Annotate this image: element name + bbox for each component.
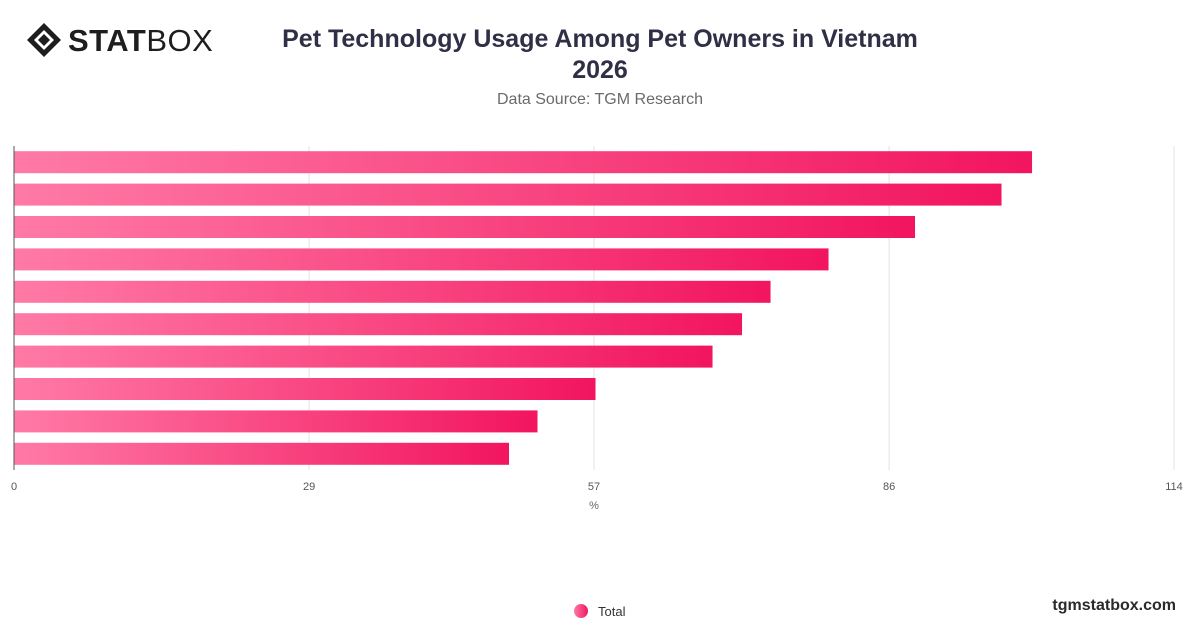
x-tick-label: 57 bbox=[588, 481, 600, 493]
statbox-logo: STATBOX bbox=[26, 22, 213, 58]
x-tick-label: 0 bbox=[11, 481, 17, 493]
logo-wordmark-bold: STAT bbox=[68, 22, 147, 58]
bar[interactable] bbox=[14, 151, 1033, 174]
bar[interactable] bbox=[14, 313, 743, 336]
bar[interactable] bbox=[14, 442, 510, 465]
legend[interactable]: Total bbox=[574, 603, 625, 619]
statbox-diamond-icon bbox=[27, 23, 61, 57]
bar[interactable] bbox=[14, 183, 1002, 206]
bar[interactable] bbox=[14, 280, 771, 303]
chart-subtitle: Data Source: TGM Research bbox=[496, 91, 703, 108]
x-tick-label: 29 bbox=[303, 481, 315, 493]
x-tick-label: 114 bbox=[1165, 481, 1183, 493]
chart-title-line1: Pet Technology Usage Among Pet Owners in… bbox=[282, 25, 918, 53]
bar[interactable] bbox=[14, 216, 916, 238]
bar[interactable] bbox=[14, 378, 596, 400]
x-tick-label: 86 bbox=[883, 481, 895, 493]
site-url: tgmstatbox.com bbox=[1052, 597, 1176, 614]
legend-swatch-total bbox=[574, 604, 588, 618]
legend-label-total: Total bbox=[598, 603, 626, 619]
chart-title-line2: 2026 bbox=[572, 56, 628, 84]
bar[interactable] bbox=[14, 248, 829, 271]
bar[interactable] bbox=[14, 410, 538, 433]
x-axis-label: % bbox=[589, 500, 599, 512]
chart-title: Pet Technology Usage Among Pet Owners in… bbox=[250, 24, 950, 86]
bar[interactable] bbox=[14, 345, 713, 368]
logo-wordmark: STATBOX bbox=[68, 25, 213, 56]
logo-wordmark-light: BOX bbox=[146, 22, 214, 58]
